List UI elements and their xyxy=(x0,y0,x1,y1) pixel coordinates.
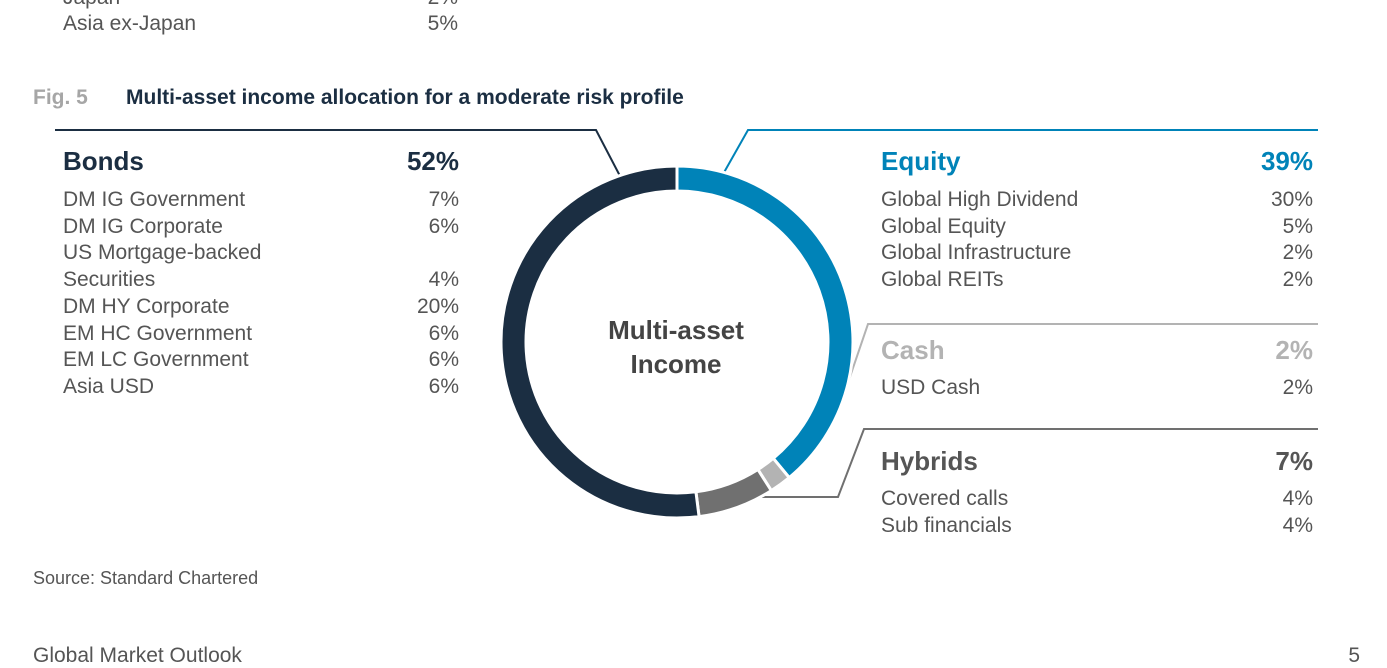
bonds-item-label: Securities xyxy=(63,268,155,292)
hybrids-item-label: Covered calls xyxy=(881,487,1008,511)
hybrids-item-value: 4% xyxy=(1213,487,1313,511)
bonds-item-value: 20% xyxy=(380,295,459,319)
cash-title: Cash xyxy=(881,335,945,366)
bonds-title: Bonds xyxy=(63,146,144,177)
hybrids-item-label: Sub financials xyxy=(881,514,1012,538)
bonds-item-value: 4% xyxy=(380,268,459,292)
footer-page-number: 5 xyxy=(1320,644,1360,668)
bonds-item-value: 6% xyxy=(380,348,459,372)
equity-item-label: Global REITs xyxy=(881,268,1004,292)
bonds-percent: 52% xyxy=(360,146,459,177)
equity-item-label: Global High Dividend xyxy=(881,188,1078,212)
equity-item-value: 2% xyxy=(1213,241,1313,265)
hybrids-title: Hybrids xyxy=(881,446,978,477)
equity-item-value: 30% xyxy=(1213,188,1313,212)
bonds-item-label: US Mortgage-backed xyxy=(63,241,261,265)
cash-item-value: 2% xyxy=(1213,376,1313,400)
bonds-item-value: 6% xyxy=(380,215,459,239)
cash-item-label: USD Cash xyxy=(881,376,980,400)
equity-title: Equity xyxy=(881,146,960,177)
hybrids-item-value: 4% xyxy=(1213,514,1313,538)
source-note: Source: Standard Chartered xyxy=(33,568,258,589)
bonds-item-label: Asia USD xyxy=(63,375,154,399)
hybrids-slice xyxy=(696,469,771,516)
equity-item-label: Global Infrastructure xyxy=(881,241,1071,265)
bonds-item-label: DM HY Corporate xyxy=(63,295,230,319)
bonds-item-label: EM HC Government xyxy=(63,322,252,346)
footer-publication-title: Global Market Outlook xyxy=(33,644,242,668)
equity-item-label: Global Equity xyxy=(881,215,1006,239)
equity-item-value: 5% xyxy=(1213,215,1313,239)
cash-percent: 2% xyxy=(1200,335,1313,366)
bonds-item-label: EM LC Government xyxy=(63,348,249,372)
hybrids-percent: 7% xyxy=(1200,446,1313,477)
equity-item-value: 2% xyxy=(1213,268,1313,292)
bonds-item-label: DM IG Corporate xyxy=(63,215,223,239)
bonds-item-value: 6% xyxy=(380,375,459,399)
bonds-item-value: 6% xyxy=(380,322,459,346)
bonds-item-label: DM IG Government xyxy=(63,188,245,212)
donut-center-label: Multi-asset Income xyxy=(576,313,776,381)
bonds-item-value: 7% xyxy=(380,188,459,212)
equity-percent: 39% xyxy=(1200,146,1313,177)
